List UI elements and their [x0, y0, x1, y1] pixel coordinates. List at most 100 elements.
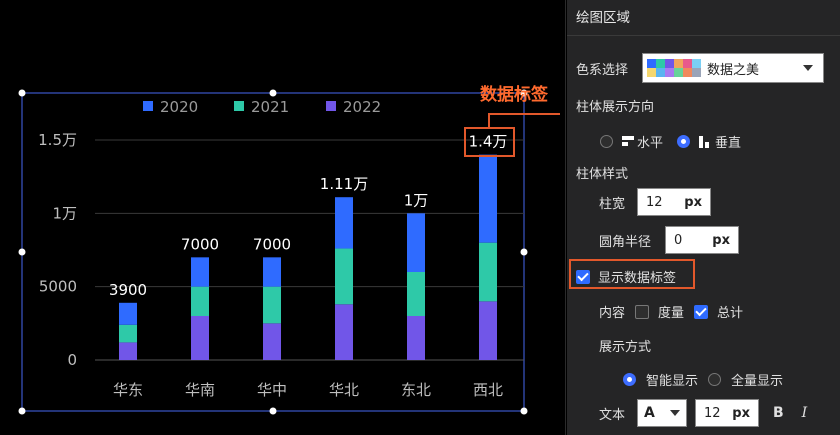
bar-segment[interactable] [335, 248, 353, 305]
text-label: 文本 [599, 407, 626, 423]
bar-segment[interactable] [191, 316, 209, 360]
corner-radius-row: 圆角半径 0 px [599, 226, 739, 254]
radio-horizontal[interactable] [600, 135, 613, 148]
color-swatch [656, 59, 666, 68]
y-tick-label: 1万 [52, 204, 77, 222]
resize-handle[interactable] [520, 89, 528, 97]
bar-style-section: 柱体样式 [576, 163, 628, 182]
bar-segment[interactable] [407, 213, 425, 272]
x-tick-label: 西北 [473, 381, 503, 399]
total-label[interactable]: 总计 [717, 306, 744, 321]
x-tick-label: 华南 [185, 381, 215, 399]
legend-swatch[interactable] [326, 101, 336, 111]
color-swatch [674, 59, 684, 68]
color-swatch [692, 59, 702, 68]
bar-segment[interactable] [335, 304, 353, 360]
bar-segment[interactable] [263, 257, 281, 287]
stacked-bar-chart[interactable]: 2020 2021 2022 0 5000 1万 1.5万 3900 7000 7000 1.1… [0, 0, 566, 435]
bar-segment[interactable] [119, 342, 137, 360]
radio-full-display[interactable] [708, 373, 722, 386]
annotation-label: 数据标签 [480, 84, 549, 105]
bold-button[interactable]: B [773, 405, 784, 421]
smart-display-label[interactable]: 智能显示 [646, 374, 699, 389]
panel-title: 绘图区域 [567, 0, 840, 36]
legend-label[interactable]: 2022 [343, 98, 381, 116]
direction-section: 柱体展示方向 [576, 96, 654, 115]
bar-segment[interactable] [479, 242, 497, 302]
color-swatch [647, 59, 657, 68]
display-mode-options: 智能显示 全量显示 [623, 370, 783, 389]
resize-handle[interactable] [18, 407, 26, 415]
y-tick-label: 0 [67, 351, 77, 369]
x-tick-label: 华北 [329, 381, 359, 399]
bar-segment[interactable] [479, 301, 497, 360]
resize-handle[interactable] [18, 248, 26, 256]
color-scheme-select[interactable]: 数据之美 [642, 53, 825, 83]
horizontal-label[interactable]: 水平 [637, 136, 664, 151]
legend-label[interactable]: 2021 [251, 98, 289, 116]
bar-segment[interactable] [263, 286, 281, 324]
corner-radius-unit: px [712, 232, 730, 248]
total-checkbox[interactable] [694, 304, 709, 319]
text-style-row: 文本 A 12 px B I [599, 399, 807, 427]
bar-segment[interactable] [191, 286, 209, 316]
color-scheme-value: 数据之美 [707, 62, 760, 78]
font-size-unit: px [732, 405, 750, 421]
measure-checkbox[interactable] [635, 304, 650, 319]
radio-smart-display[interactable] [623, 373, 636, 386]
chevron-down-icon [803, 65, 814, 71]
resize-handle[interactable] [520, 248, 528, 256]
font-color-select[interactable]: A [637, 399, 687, 427]
resize-handle[interactable] [18, 89, 26, 97]
color-swatch [656, 68, 666, 77]
color-scheme-row: 色系选择 数据之美 [576, 53, 825, 83]
font-size-input[interactable]: 12 px [695, 399, 759, 427]
measure-label[interactable]: 度量 [658, 306, 685, 321]
full-display-label[interactable]: 全量显示 [731, 374, 784, 389]
bar-segment[interactable] [191, 257, 209, 287]
bar-segment[interactable] [479, 154, 497, 243]
font-color-glyph: A [644, 405, 655, 421]
legend-swatch[interactable] [234, 101, 244, 111]
legend-label[interactable]: 2020 [160, 98, 198, 116]
data-label: 3900 [109, 281, 147, 299]
color-swatch-preview [647, 59, 702, 77]
resize-handle[interactable] [269, 407, 277, 415]
corner-radius-value: 0 [674, 232, 683, 248]
resize-handle[interactable] [269, 89, 277, 97]
data-label: 1万 [404, 191, 429, 209]
data-label: 7000 [253, 235, 291, 253]
x-tick-label: 华中 [257, 381, 287, 399]
vertical-label[interactable]: 垂直 [715, 136, 742, 151]
color-swatch [683, 59, 693, 68]
color-swatch [647, 68, 657, 77]
bar-segment[interactable] [407, 272, 425, 316]
config-panel: 绘图区域 色系选择 数据之美 柱体展示方向 水平 垂直 柱体样式 柱宽 12 [567, 0, 840, 435]
bar-segment[interactable] [263, 323, 281, 360]
color-swatch [692, 68, 702, 77]
show-labels-label[interactable]: 显示数据标签 [598, 271, 677, 286]
color-swatch [683, 68, 693, 77]
y-tick-label: 5000 [39, 278, 77, 296]
bar-segment[interactable] [119, 324, 137, 343]
bar-segment[interactable] [407, 316, 425, 360]
bar-segment[interactable] [335, 197, 353, 249]
bar-width-row: 柱宽 12 px [599, 188, 711, 216]
bar-segment[interactable] [119, 302, 137, 325]
show-labels-checkbox[interactable] [576, 269, 590, 284]
corner-radius-label: 圆角半径 [599, 234, 652, 250]
chart-canvas[interactable]: 2020 2021 2022 0 5000 1万 1.5万 3900 7000 7000 1.1… [0, 0, 566, 435]
data-label: 1.11万 [320, 175, 368, 193]
italic-button[interactable]: I [801, 405, 808, 421]
show-labels-row: 显示数据标签 [576, 267, 676, 286]
corner-radius-input[interactable]: 0 px [665, 226, 739, 254]
radio-vertical[interactable] [677, 135, 691, 148]
horizontal-bars-icon [622, 135, 634, 146]
bar-width-input[interactable]: 12 px [637, 188, 711, 216]
direction-label: 柱体展示方向 [576, 100, 655, 115]
legend-swatch[interactable] [143, 101, 153, 111]
annotation-leader-line [488, 113, 560, 128]
resize-handle[interactable] [520, 407, 528, 415]
color-swatch [665, 59, 675, 68]
display-mode-label: 展示方式 [599, 340, 652, 355]
